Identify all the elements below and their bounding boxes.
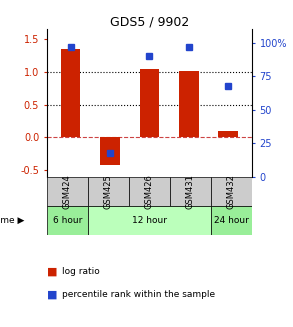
- Text: 6 hour: 6 hour: [53, 216, 82, 225]
- Bar: [219, 131, 238, 137]
- Bar: [129, 177, 170, 206]
- Bar: [211, 206, 252, 235]
- Text: 12 hour: 12 hour: [132, 216, 167, 225]
- Title: GDS5 / 9902: GDS5 / 9902: [110, 15, 189, 28]
- Bar: [47, 206, 88, 235]
- Bar: [179, 71, 199, 137]
- Bar: [61, 49, 80, 137]
- Text: GSM426: GSM426: [145, 174, 154, 209]
- Bar: [100, 137, 120, 165]
- Bar: [170, 177, 211, 206]
- Text: log ratio: log ratio: [62, 267, 99, 276]
- Bar: [47, 177, 88, 206]
- Bar: [88, 177, 129, 206]
- Text: time ▶: time ▶: [0, 216, 24, 225]
- Text: ■: ■: [47, 289, 57, 299]
- Bar: [88, 206, 211, 235]
- Text: 24 hour: 24 hour: [214, 216, 249, 225]
- Text: percentile rank within the sample: percentile rank within the sample: [62, 290, 215, 299]
- Text: GSM432: GSM432: [227, 174, 236, 209]
- Bar: [211, 177, 252, 206]
- Text: ■: ■: [47, 267, 57, 276]
- Text: GSM424: GSM424: [63, 174, 72, 209]
- Text: GSM425: GSM425: [104, 174, 113, 209]
- Bar: [139, 69, 159, 137]
- Text: GSM431: GSM431: [186, 174, 195, 209]
